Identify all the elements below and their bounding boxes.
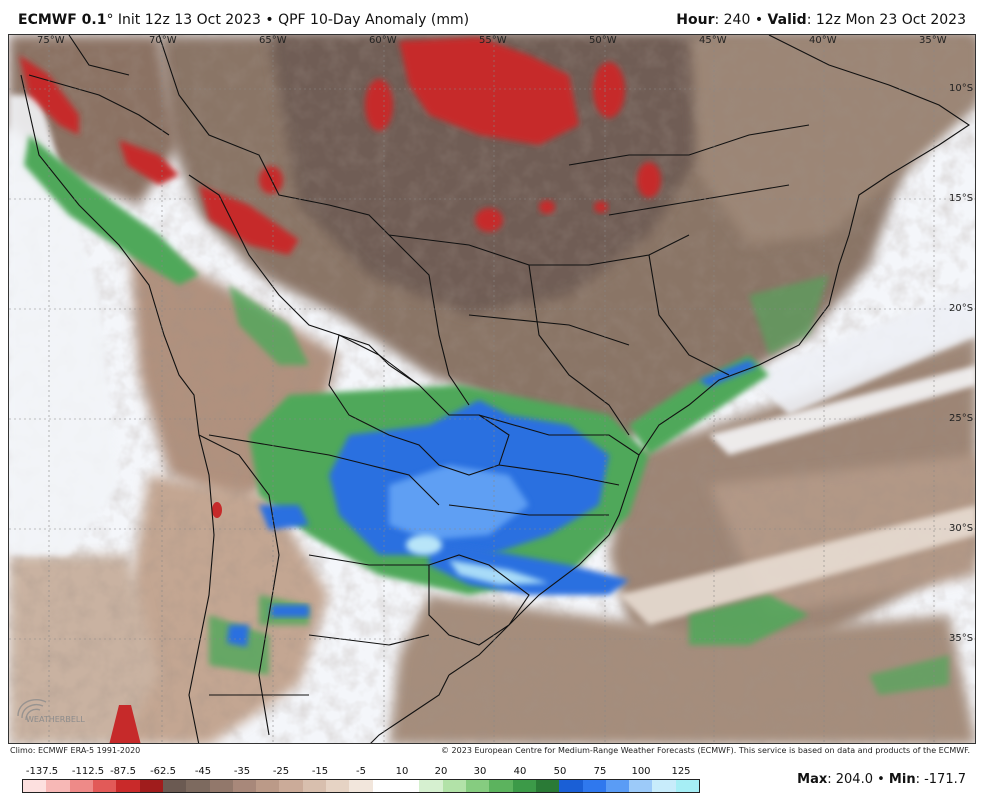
colorbar-cell [605,780,630,792]
lon-label-35w: 35°W [919,35,947,46]
colorbar-cell [652,780,676,792]
colorbar-cell [162,780,187,792]
lat-label-30s: 30°S [949,523,974,534]
colorbar-cell [279,780,303,792]
colorbar-cell [396,780,420,792]
neutral-streaks [9,95,975,625]
lat-label-20s: 20°S [949,303,974,314]
colorbar-cell [512,780,536,792]
colorbar-cell [23,780,47,792]
lon-label-45w: 45°W [699,35,727,46]
colorbar-label: 20 [434,766,448,777]
model-name: ECMWF 0.1 [18,12,107,28]
colorbar-label: 75 [593,766,607,777]
colorbar-cell [302,780,327,792]
colorbar-label: -25 [272,766,290,777]
colorbar-label: 125 [671,766,691,777]
lon-label-40w: 40°W [809,35,837,46]
colorbar-cell [256,780,280,792]
colorbar-cell [46,780,70,792]
lat-label-10s: 10°S [949,83,974,94]
colorbar-cell [675,780,700,792]
init-time: Init 12z 13 Oct 2023 [117,12,261,28]
map-title: ECMWF 0.1° Init 12z 13 Oct 2023 • QPF 10… [18,12,469,28]
colorbar-cell [139,780,163,792]
min-label: Min [888,772,916,787]
colorbar-cell [372,780,396,792]
colorbar-cell [419,780,443,792]
colorbar-cell [465,780,490,792]
colorbar-label: -15 [311,766,329,777]
hour-value: : 240 [714,12,751,28]
colorbar-cell [559,780,583,792]
weatherbell-logo: WEATHERBELL [12,692,102,736]
lon-label-60w: 60°W [369,35,397,46]
anomaly-map [9,35,975,743]
colorbar-cell [326,780,350,792]
separator: • [265,12,274,28]
colorbar [22,779,700,793]
political-borders [20,35,970,743]
lon-label-75w: 75°W [37,35,65,46]
valid-time: Hour: 240 • Valid: 12z Mon 23 Oct 2023 [676,12,966,28]
max-min-separator: • [872,772,889,787]
lon-label-70w: 70°W [149,35,177,46]
colorbar-label: -112.5 [71,766,105,777]
colorbar-cell [442,780,466,792]
colorbar-cell [69,780,93,792]
colorbar-cell [232,780,257,792]
colorbar-label: 50 [553,766,567,777]
climo-credit: Climo: ECMWF ERA-5 1991-2020 [10,746,141,755]
colorbar-label: -5 [356,766,366,777]
separator-2: • [754,12,764,28]
colorbar-label: -45 [194,766,212,777]
min-value: : -171.7 [915,772,966,787]
degree-symbol: ° [106,12,114,28]
colorbar-cell [92,780,117,792]
max-min-readout: Max: 204.0 • Min: -171.7 [797,772,966,787]
colorbar-label: -87.5 [110,766,136,777]
lat-label-35s: 35°S [949,633,974,644]
colorbar-label: 100 [631,766,651,777]
colorbar-label: 30 [473,766,487,777]
valid-value: : 12z Mon 23 Oct 2023 [806,12,966,28]
colorbar-cell [582,780,606,792]
header: ECMWF 0.1° Init 12z 13 Oct 2023 • QPF 10… [0,0,984,34]
colorbar-cell [535,780,560,792]
lon-label-55w: 55°W [479,35,507,46]
colorbar-cell [186,780,210,792]
colorbar-cell [209,780,233,792]
colorbar-cell [629,780,653,792]
colorbar-cell [116,780,140,792]
lat-label-25s: 25°S [949,413,974,424]
colorbar-cell [349,780,373,792]
colorbar-cell [489,780,513,792]
colorbar-label: -137.5 [25,766,59,777]
valid-label: Valid [767,12,807,28]
logo-text: WEATHERBELL [26,715,85,724]
product-name: QPF 10-Day Anomaly (mm) [278,12,470,28]
max-label: Max [797,772,828,787]
colorbar-label: -35 [233,766,251,777]
lon-label-50w: 50°W [589,35,617,46]
colorbar-label: 40 [513,766,527,777]
colorbar-label: -62.5 [150,766,176,777]
lon-label-65w: 65°W [259,35,287,46]
map-panel: 75°W 70°W 65°W 60°W 55°W 50°W 45°W 40°W … [8,34,976,744]
colorbar-labels: -137.5 -112.5 -87.5 -62.5 -45 -35 -25 -1… [22,766,702,780]
hour-label: Hour [676,12,715,28]
max-value: : 204.0 [827,772,873,787]
ecmwf-copyright: © 2023 European Centre for Medium-Range … [441,746,970,755]
lat-label-15s: 15°S [949,193,974,204]
graticule [9,35,975,743]
colorbar-label: 10 [395,766,409,777]
